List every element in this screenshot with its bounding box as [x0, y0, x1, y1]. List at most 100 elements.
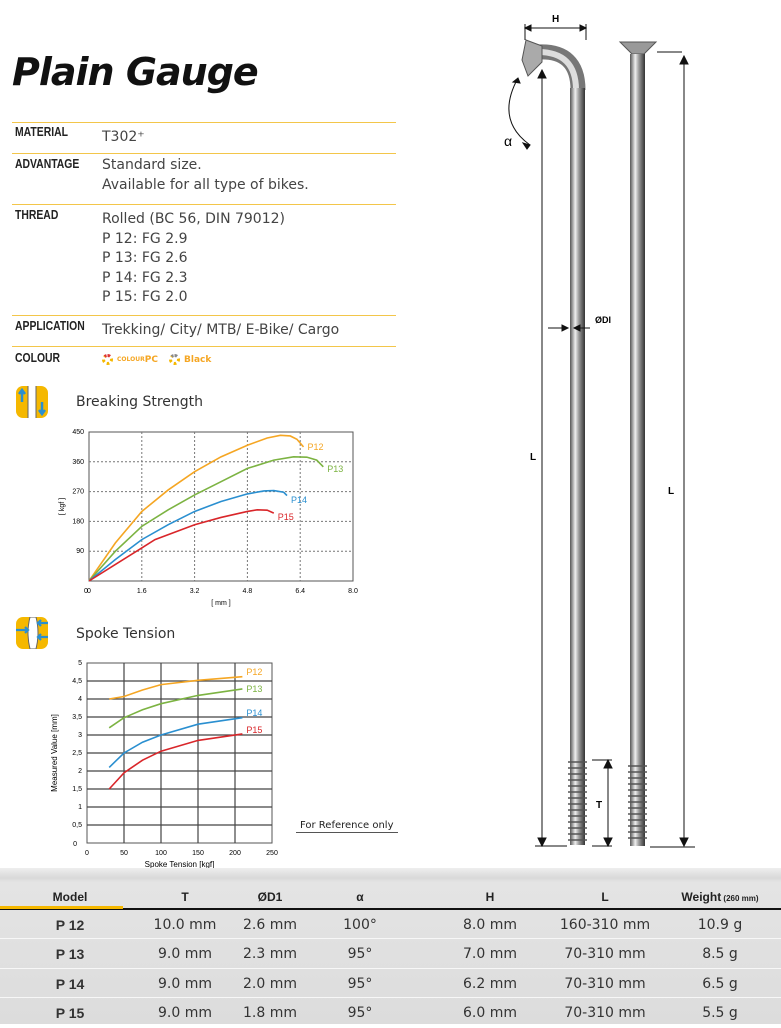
table-cell: 6.2 mm [463, 975, 517, 992]
y-tick-label: 2,5 [72, 750, 82, 757]
header-rule [0, 908, 781, 910]
x-tick-label: 0 [85, 850, 89, 857]
series-line-p14 [108, 716, 243, 768]
series-label-p13: P13 [327, 464, 343, 474]
table-cell: 7.0 mm [463, 946, 517, 962]
colour-ring-icon [102, 354, 113, 365]
x-tick-label: 0 [87, 588, 91, 595]
series-label-p13: P13 [246, 684, 262, 694]
table-cell: 1.8 mm [243, 1005, 297, 1021]
dim-label-t: T [596, 800, 602, 811]
table-cell: 70-310 mm [564, 1005, 646, 1021]
column-header: H [485, 889, 495, 904]
table-cell: 160-310 mm [559, 916, 651, 933]
column-header: Model [52, 889, 88, 904]
x-tick-label: 150 [192, 850, 204, 857]
straight-spoke [618, 41, 658, 846]
origin-label: 0 [73, 841, 77, 848]
spec-value-material: T302⁺ [102, 129, 145, 145]
table-cell: 9.0 mm [158, 1005, 212, 1021]
y-tick-label: 270 [72, 489, 84, 496]
colour-label: PC [144, 354, 158, 365]
spec-label-thread: THREAD [15, 207, 59, 222]
series-line-p12 [109, 675, 243, 700]
divider [12, 204, 396, 205]
text-line: P 13: FG 2.6 [102, 250, 188, 266]
text-line: P 12: FG 2.9 [102, 230, 188, 247]
table-row: P 15 9.0 mm 1.8 mm 95° 6.0 mm 70-310 mm 5.5 g [0, 999, 781, 1028]
dim-label-l: L [530, 452, 536, 463]
row-divider [0, 997, 781, 998]
series-line-p14 [88, 489, 288, 582]
spoke-dimension-diagram: H α ØDI L L T [504, 14, 695, 848]
x-tick-label: 100 [155, 850, 167, 857]
colour-option-black: Black [169, 354, 211, 365]
x-tick-label: 250 [266, 850, 278, 857]
table-cell: 6.5 g [702, 975, 738, 992]
reference-note: For Reference only [296, 820, 398, 833]
column-header: T [181, 889, 189, 904]
table-cell: 9.0 mm [158, 946, 212, 962]
series-label-p12: P12 [308, 442, 324, 452]
dim-label-d: ØDI [595, 315, 611, 325]
x-tick-label: 200 [229, 850, 241, 857]
text-line: P 14: FG 2.3 [102, 269, 188, 286]
y-tick-label: 4 [78, 696, 82, 703]
x-tick-label: 50 [120, 850, 128, 857]
x-tick-label: 4.8 [243, 588, 253, 595]
y-tick-label: 3,5 [72, 714, 82, 721]
y-tick-label: 2 [78, 768, 82, 775]
spoke-tension-chart: 0 50 100 150 200 2500,511,522,533,544,550Spok… [50, 660, 278, 869]
table-cell: 5.5 g [702, 1005, 738, 1021]
text-line: P 15: FG 2.0 [102, 289, 188, 305]
spec-table: Model T ØD1 α H L Weight (260 mm) P 12 10.0 mm 2… [0, 868, 781, 1024]
divider [12, 346, 396, 347]
table-cell: 10.0 mm [153, 916, 217, 933]
column-header: ØD1 [257, 889, 283, 904]
table-cell: 95° [347, 946, 373, 962]
table-row: P 14 9.0 mm 2.0 mm 95° 6.2 mm 70-310 mm 6.5 g [0, 969, 781, 998]
row-divider [0, 967, 781, 969]
x-tick-label: 8.0 [348, 588, 358, 595]
column-header: L [601, 889, 609, 904]
table-cell: 6.0 mm [463, 1005, 517, 1021]
table-cell: 8.0 mm [463, 916, 517, 933]
series-line-p13 [88, 456, 324, 582]
y-tick-label: 450 [72, 429, 84, 436]
series-line-p15 [108, 733, 243, 790]
series-line-p15 [88, 509, 275, 582]
y-tick-label: 180 [72, 518, 84, 525]
dim-label-l: L [668, 486, 674, 497]
table-cell: P 14 [55, 975, 85, 992]
table-cell: 95° [347, 1005, 373, 1021]
table-cell: P 12 [55, 916, 85, 933]
colour-label: Black [184, 354, 212, 365]
spec-label-application: APPLICATION [15, 318, 85, 333]
colour-option-pc: COLOUR PC [102, 354, 158, 365]
table-cell: 2.3 mm [243, 946, 297, 962]
table-cell: 100° [343, 916, 377, 933]
series-label-p14: P14 [291, 495, 307, 505]
table-header: Model T ØD1 α H L Weight (260 mm) [0, 882, 781, 911]
section-title-breaking-strength: Breaking Strength [76, 394, 204, 410]
origin-label: 0 [84, 588, 88, 595]
x-axis-label: [ mm ] [211, 600, 230, 607]
table-cell: 10.9 g [697, 916, 743, 933]
divider [12, 315, 396, 316]
y-tick-label: 5 [78, 660, 82, 667]
table-cell: 95° [347, 975, 373, 992]
series-line-p12 [88, 434, 305, 582]
colour-prefix: COLOUR [117, 356, 145, 363]
x-tick-label: 6.4 [295, 588, 305, 595]
series-label-p12: P12 [246, 667, 262, 677]
y-tick-label: 360 [72, 459, 84, 466]
y-tick-label: 0,5 [72, 822, 82, 829]
series-label-p14: P14 [246, 708, 262, 718]
x-tick-label: 1.6 [137, 588, 147, 595]
x-tick-label: 3.2 [190, 588, 200, 595]
text-line: Available for all type of bikes. [102, 176, 309, 193]
text-line: Standard size. [102, 157, 202, 173]
spec-label-material: MATERIAL [15, 124, 68, 139]
spec-label-advantage: ADVANTAGE [15, 156, 80, 171]
